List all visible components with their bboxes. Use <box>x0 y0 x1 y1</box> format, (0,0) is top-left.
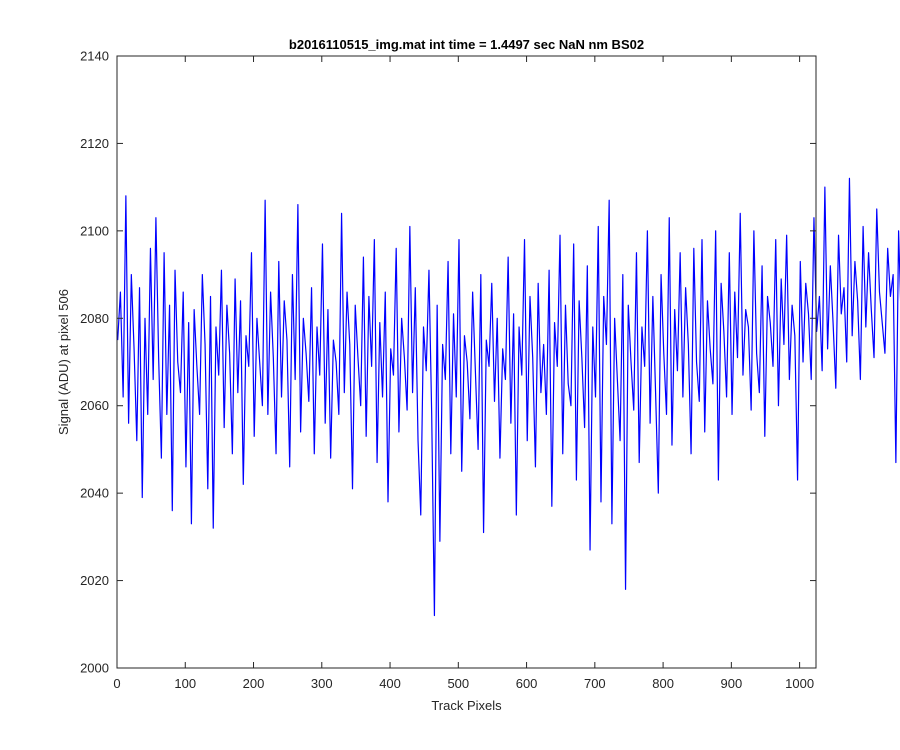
chart-title: b2016110515_img.mat int time = 1.4497 se… <box>289 37 644 52</box>
y-tick-label: 2040 <box>80 486 109 501</box>
x-tick-label: 800 <box>652 676 674 691</box>
y-tick-label: 2140 <box>80 49 109 64</box>
y-tick-label: 2000 <box>80 661 109 676</box>
x-tick-label: 1000 <box>785 676 814 691</box>
y-tick-label: 2120 <box>80 136 109 151</box>
y-tick-label: 2060 <box>80 398 109 413</box>
x-axis-label: Track Pixels <box>431 698 502 713</box>
y-axis-label: Signal (ADU) at pixel 506 <box>56 289 71 435</box>
x-tick-label: 900 <box>721 676 743 691</box>
x-tick-label: 700 <box>584 676 606 691</box>
x-tick-label: 200 <box>243 676 265 691</box>
x-tick-label: 0 <box>113 676 120 691</box>
x-tick-label: 100 <box>174 676 196 691</box>
series-line-0 <box>117 177 900 617</box>
x-tick-label: 400 <box>379 676 401 691</box>
y-tick-label: 2080 <box>80 311 109 326</box>
x-tick-label: 300 <box>311 676 333 691</box>
x-tick-label: 600 <box>516 676 538 691</box>
y-axis-ticks: 2000 2020 2040 2060 2080 2100 2120 2140 <box>80 49 816 676</box>
y-tick-label: 2100 <box>80 223 109 238</box>
y-tick-label: 2020 <box>80 573 109 588</box>
x-axis-ticks: 0 100 200 300 400 500 600 700 800 900 1000 <box>113 56 814 691</box>
x-tick-label: 500 <box>447 676 469 691</box>
series-layer <box>117 177 900 617</box>
axes-box <box>116 55 817 669</box>
